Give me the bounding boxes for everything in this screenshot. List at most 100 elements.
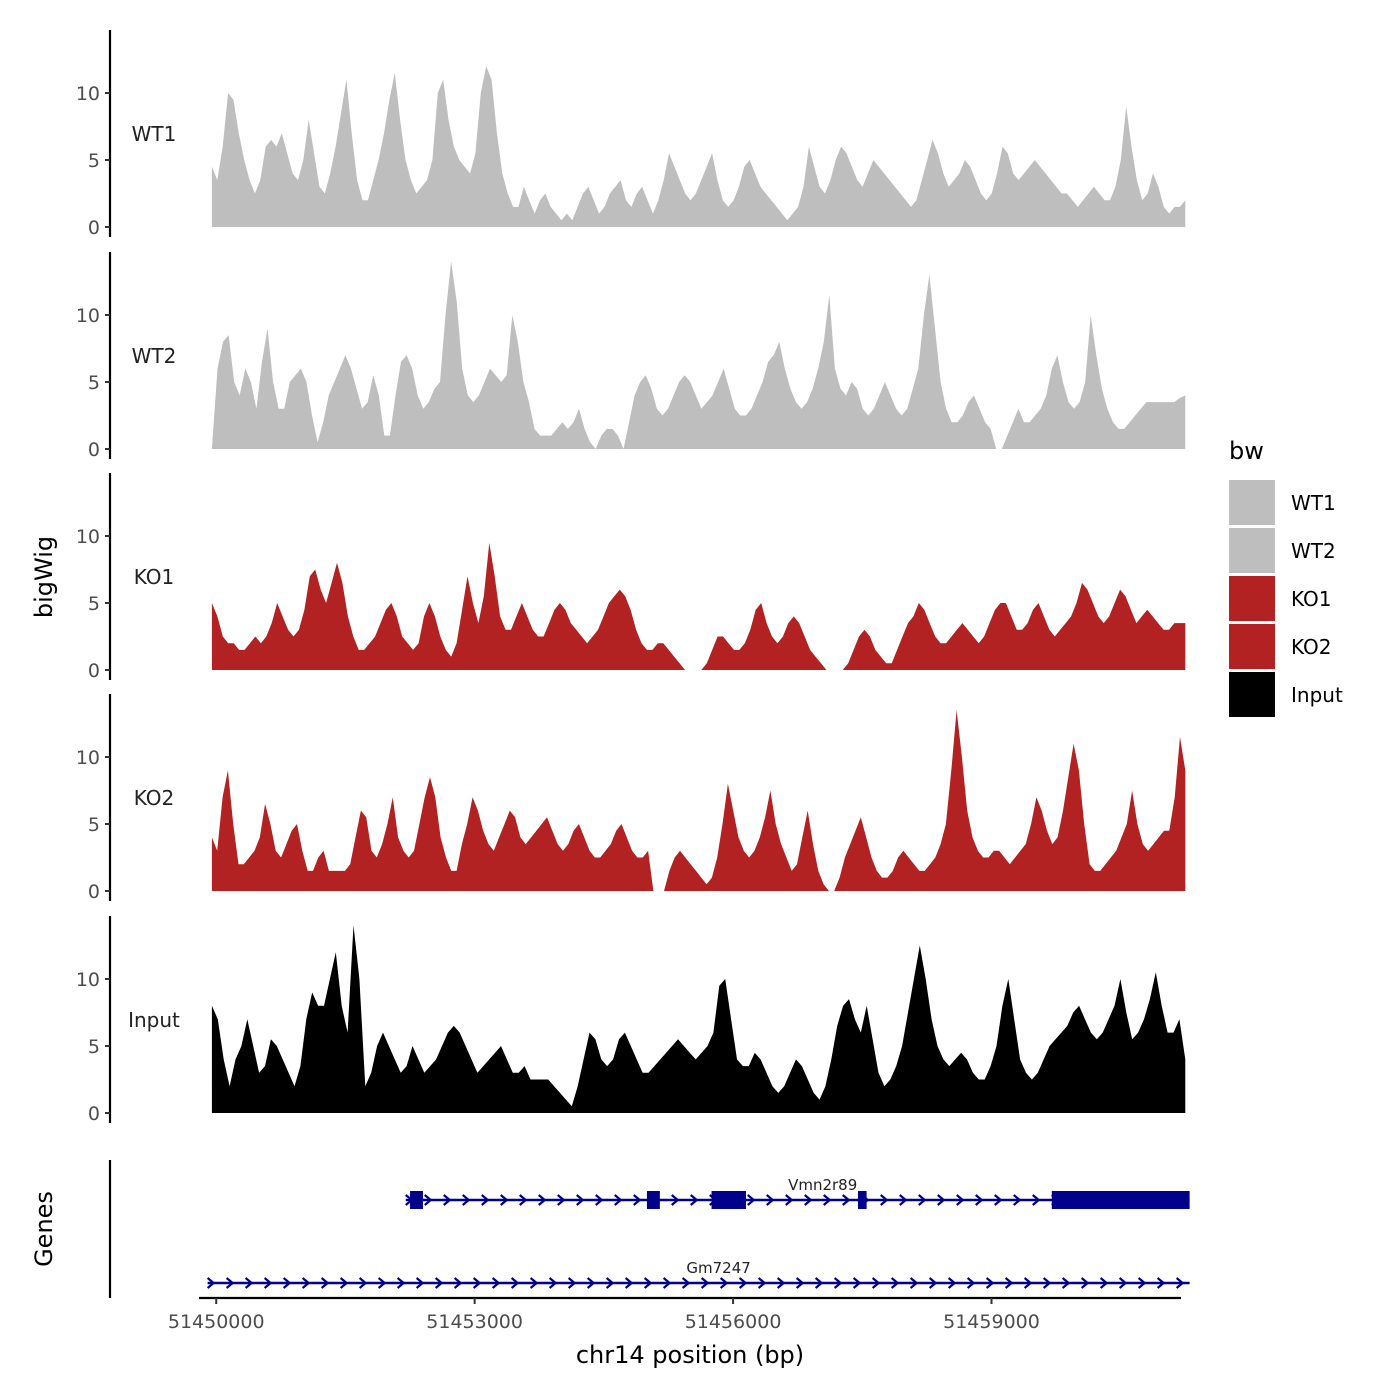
strand-arrow — [586, 1277, 596, 1289]
y-tick-label: 5 — [88, 814, 100, 836]
gene-vmn2r89: Vmn2r89 — [405, 1176, 1190, 1209]
strand-arrow — [605, 1277, 615, 1289]
track-input: 0 5 10 Input — [76, 916, 1186, 1125]
y-tick-label: 10 — [76, 305, 100, 327]
track-ko1: 0 5 10 KO1 — [76, 473, 1186, 682]
y-tick-label: 0 — [88, 1103, 100, 1125]
strand-arrow — [662, 1277, 672, 1289]
strand-arrow — [890, 1277, 900, 1289]
strand-arrow — [282, 1277, 292, 1289]
x-tick-label: 51453000 — [426, 1311, 523, 1333]
signal-area-input — [211, 925, 1186, 1113]
genes-track-title: Genes — [30, 1191, 58, 1267]
strand-arrow — [462, 1194, 471, 1206]
legend-label: KO2 — [1291, 635, 1332, 659]
strand-arrow — [833, 1277, 843, 1289]
y-tick-label: 10 — [76, 969, 100, 991]
y-tick-label: 10 — [76, 83, 100, 105]
x-tick-label: 51450000 — [168, 1311, 265, 1333]
strand-arrow — [1032, 1194, 1041, 1206]
signal-area-wt2 — [211, 261, 1186, 449]
strand-arrow — [842, 1194, 851, 1206]
strand-arrow — [937, 1194, 946, 1206]
y-axis-title: bigWig — [30, 536, 58, 618]
legend-key-wt2 — [1229, 528, 1275, 573]
y-tick-label: 0 — [88, 217, 100, 239]
strand-arrow — [766, 1194, 775, 1206]
strand-arrow — [557, 1194, 566, 1206]
strand-arrow — [491, 1277, 501, 1289]
exon — [711, 1191, 746, 1209]
strand-arrow — [396, 1277, 406, 1289]
gene-name-label: Gm7247 — [686, 1259, 750, 1277]
y-tick-label: 0 — [88, 439, 100, 461]
strand-arrow — [548, 1277, 558, 1289]
exon — [1051, 1191, 1190, 1209]
strand-arrow — [567, 1277, 577, 1289]
legend-label: Input — [1291, 683, 1343, 707]
strand-arrow — [472, 1277, 482, 1289]
y-tick-label: 0 — [88, 881, 100, 903]
gene-gm7247: Gm7247 — [206, 1259, 1190, 1289]
strand-arrow — [1042, 1277, 1052, 1289]
strand-arrow — [1137, 1277, 1147, 1289]
strand-arrow — [500, 1194, 509, 1206]
signal-area-ko2 — [211, 710, 1186, 891]
strand-arrow — [681, 1277, 691, 1289]
strand-arrow — [320, 1277, 330, 1289]
strand-arrow — [614, 1194, 623, 1206]
strand-arrow — [624, 1277, 634, 1289]
strand-arrow — [947, 1277, 957, 1289]
strand-arrow — [804, 1194, 813, 1206]
x-tick-label: 51459000 — [943, 1311, 1040, 1333]
strand-arrow — [994, 1194, 1003, 1206]
strand-arrow — [956, 1194, 965, 1206]
strand-arrow — [909, 1277, 919, 1289]
track-wt2: 0 5 10 WT2 — [76, 252, 1186, 461]
legend-key-ko2 — [1229, 624, 1275, 669]
signal-area-ko1 — [211, 542, 1186, 670]
strand-arrow — [928, 1277, 938, 1289]
bigwig-tracks: 0 5 10 WT1 0 5 10 WT2 0 5 10 KO1 0 5 10 KO2 0 5 10 Input — [76, 30, 1186, 1125]
strand-arrow — [529, 1277, 539, 1289]
strand-arrow — [481, 1194, 490, 1206]
strand-arrow — [415, 1277, 425, 1289]
strand-arrow — [1013, 1194, 1022, 1206]
strand-arrow — [643, 1277, 653, 1289]
strand-arrow — [1099, 1277, 1109, 1289]
genes-panel: Vmn2r89 Gm7247 — [108, 1160, 1190, 1298]
strand-arrow — [785, 1194, 794, 1206]
strand-arrow — [263, 1277, 273, 1289]
strand-arrow — [633, 1194, 642, 1206]
legend-key-input — [1229, 672, 1275, 717]
track-label: WT1 — [132, 122, 177, 146]
x-tick-label: 51456000 — [685, 1311, 782, 1333]
y-tick-label: 5 — [88, 1036, 100, 1058]
y-tick-label: 10 — [76, 526, 100, 548]
strand-arrow — [443, 1194, 452, 1206]
strand-arrow — [339, 1277, 349, 1289]
strand-arrow — [244, 1277, 254, 1289]
strand-arrow — [377, 1277, 387, 1289]
strand-arrow — [1004, 1277, 1014, 1289]
legend-title: bw — [1229, 437, 1264, 465]
strand-arrow — [985, 1277, 995, 1289]
strand-arrow — [225, 1277, 235, 1289]
strand-arrow — [1156, 1277, 1166, 1289]
strand-arrow — [871, 1277, 881, 1289]
strand-arrow — [880, 1194, 889, 1206]
strand-arrow — [1061, 1277, 1071, 1289]
strand-arrow — [538, 1194, 547, 1206]
strand-arrow — [519, 1194, 528, 1206]
strand-arrow — [358, 1277, 368, 1289]
strand-arrow — [690, 1194, 699, 1206]
strand-arrow — [776, 1277, 786, 1289]
strand-arrow — [1080, 1277, 1090, 1289]
strand-arrow — [1175, 1277, 1185, 1289]
strand-arrow — [595, 1194, 604, 1206]
strand-arrow — [966, 1277, 976, 1289]
strand-arrow — [852, 1277, 862, 1289]
strand-arrow — [719, 1277, 729, 1289]
legend-label: KO1 — [1291, 587, 1332, 611]
